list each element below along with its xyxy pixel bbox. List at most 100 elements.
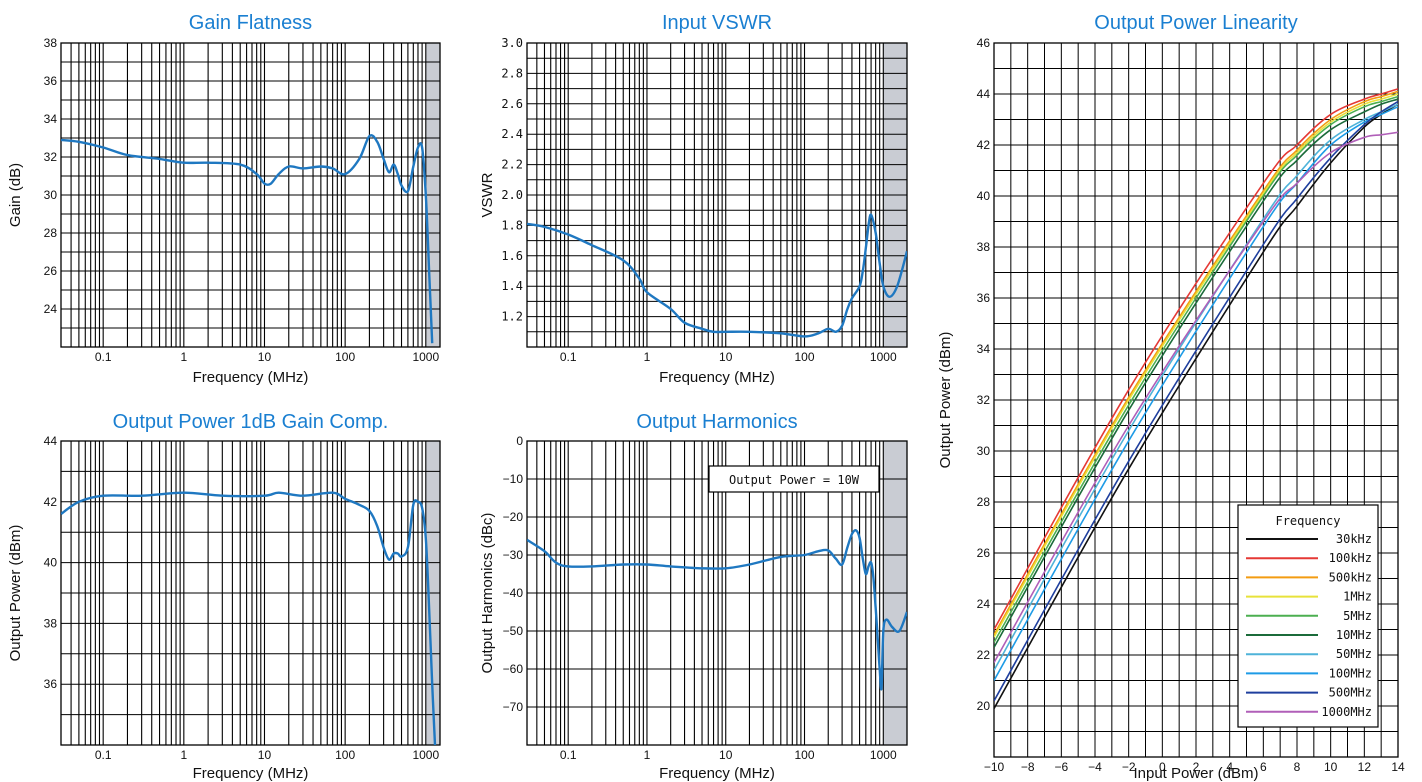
y-tick-label: 20 <box>977 699 991 713</box>
chart-panel-2: Input VSWR 0.1 1 10 100 1000 1.2 1.4 1.6 1.8 2.0 2.… <box>479 12 908 386</box>
x-tick-label: 10 <box>258 748 272 762</box>
x-tick-label: 0.1 <box>95 350 112 364</box>
y-tick-label: 26 <box>44 264 58 278</box>
y-tick-label: −20 <box>503 510 524 524</box>
x-tick-label: −10 <box>984 760 1005 774</box>
y-tick-label: 32 <box>44 150 58 164</box>
y-tick-label: 2.8 <box>501 66 523 80</box>
y-axis-label: Output Power (dBm) <box>937 332 954 469</box>
y-tick-label: 46 <box>977 36 991 50</box>
series-line-5mhz <box>994 95 1398 643</box>
legend-label-500mhz: 500MHz <box>1329 686 1372 700</box>
y-tick-label: −30 <box>503 548 524 562</box>
y-tick-label: −10 <box>503 472 524 486</box>
x-tick-label: 0.1 <box>560 748 577 762</box>
y-tick-label: 38 <box>44 616 58 630</box>
y-tick-label: 44 <box>977 87 991 101</box>
x-tick-label: −4 <box>1088 760 1102 774</box>
x-axis-label: Input Power (dBm) <box>1133 765 1258 782</box>
plot-frame <box>526 42 908 348</box>
y-tick-label: 34 <box>977 342 991 356</box>
legend-label-30khz: 30kHz <box>1336 532 1372 546</box>
y-tick-label: 1.2 <box>501 310 523 324</box>
legend-label-10mhz: 10MHz <box>1336 628 1372 642</box>
legend-label-1mhz: 1MHz <box>1343 590 1372 604</box>
x-tick-label: 0.1 <box>560 350 577 364</box>
series-line-1 <box>61 134 434 344</box>
legend-label-100khz: 100kHz <box>1329 551 1372 565</box>
x-tick-label: 10 <box>719 350 733 364</box>
chart-title: Gain Flatness <box>189 12 312 34</box>
plot-frame <box>993 42 1399 758</box>
chart-panel-4: Output Power 1dB Gain Comp. 0.1 1 10 100 1000… <box>7 411 441 782</box>
y-axis-label: Gain (dB) <box>7 163 24 227</box>
chart-panel-1: Gain Flatness 0.1 1 10 100 1000 24 26 28 30 32 34 36… <box>7 12 441 386</box>
legend-label-1000mhz: 1000MHz <box>1321 705 1372 719</box>
x-axis-label: Frequency (MHz) <box>659 765 775 782</box>
y-tick-label: 42 <box>44 495 58 509</box>
series-line-30khz <box>994 103 1398 709</box>
series-line-10mhz <box>994 98 1398 648</box>
x-tick-label: −6 <box>1054 760 1068 774</box>
y-tick-label: 36 <box>44 74 58 88</box>
y-tick-label: 38 <box>44 36 58 50</box>
y-tick-label: 24 <box>977 597 991 611</box>
x-tick-label: 1 <box>644 748 651 762</box>
y-tick-label: 1.4 <box>501 279 523 293</box>
x-axis-label: Frequency (MHz) <box>193 765 309 782</box>
legend-title: Frequency <box>1275 514 1340 528</box>
x-tick-label: 4 <box>1226 760 1233 774</box>
plot-frame <box>60 440 441 746</box>
x-tick-label: 1000 <box>412 748 439 762</box>
x-tick-label: −8 <box>1021 760 1035 774</box>
legend: Frequency 30kHz 100kHz 500kHz 1MHz 5MHz 10MHz 5… <box>1237 504 1379 728</box>
series-line-1 <box>61 491 437 745</box>
y-tick-label: 24 <box>44 302 58 316</box>
legend-label-5mhz: 5MHz <box>1343 609 1372 623</box>
chart-title: Output Harmonics <box>636 411 797 433</box>
x-tick-label: 1000 <box>870 350 897 364</box>
x-tick-label: 8 <box>1294 760 1301 774</box>
legend-label-500khz: 500kHz <box>1329 570 1372 584</box>
x-tick-label: 10 <box>719 748 733 762</box>
x-tick-label: 1000 <box>412 350 439 364</box>
x-tick-label: 6 <box>1260 760 1267 774</box>
x-axis-label: Frequency (MHz) <box>193 369 309 386</box>
series-line-1mhz <box>994 93 1398 638</box>
y-axis-label: Output Power (dBm) <box>7 525 24 662</box>
y-tick-label: −50 <box>503 624 524 638</box>
y-tick-label: 2.0 <box>501 188 523 202</box>
y-tick-label: 1.8 <box>501 218 523 232</box>
y-axis-label: VSWR <box>479 172 496 217</box>
y-tick-label: 3.0 <box>501 36 523 50</box>
series-line-1 <box>527 213 907 338</box>
legend-label-50mhz: 50MHz <box>1336 647 1372 661</box>
plot-frame <box>526 440 908 746</box>
x-tick-label: 1 <box>180 748 187 762</box>
y-tick-label: 36 <box>44 677 58 691</box>
y-tick-label: 30 <box>977 444 991 458</box>
series-line-1000mhz <box>994 131 1398 663</box>
series-line-1 <box>527 528 907 691</box>
x-tick-label: 100 <box>335 350 355 364</box>
y-tick-label: 28 <box>977 495 991 509</box>
x-tick-label: 10 <box>258 350 272 364</box>
chart-title: Output Power Linearity <box>1094 12 1297 34</box>
annotation-box <box>708 465 880 493</box>
x-tick-label: 10 <box>1324 760 1338 774</box>
y-tick-label: 38 <box>977 240 991 254</box>
y-tick-label: 44 <box>44 434 58 448</box>
y-tick-label: 28 <box>44 226 58 240</box>
x-tick-label: 14 <box>1391 760 1405 774</box>
y-tick-label: 0 <box>516 434 523 448</box>
y-axis-label: Output Harmonics (dBc) <box>479 513 496 674</box>
y-tick-label: 1.6 <box>501 249 523 263</box>
y-tick-label: 40 <box>44 556 58 570</box>
y-tick-label: 42 <box>977 138 991 152</box>
x-tick-label: 1 <box>180 350 187 364</box>
x-tick-label: 0 <box>1159 760 1166 774</box>
series-line-500khz <box>994 90 1398 635</box>
y-tick-label: 34 <box>44 112 58 126</box>
y-tick-label: 2.2 <box>501 158 523 172</box>
